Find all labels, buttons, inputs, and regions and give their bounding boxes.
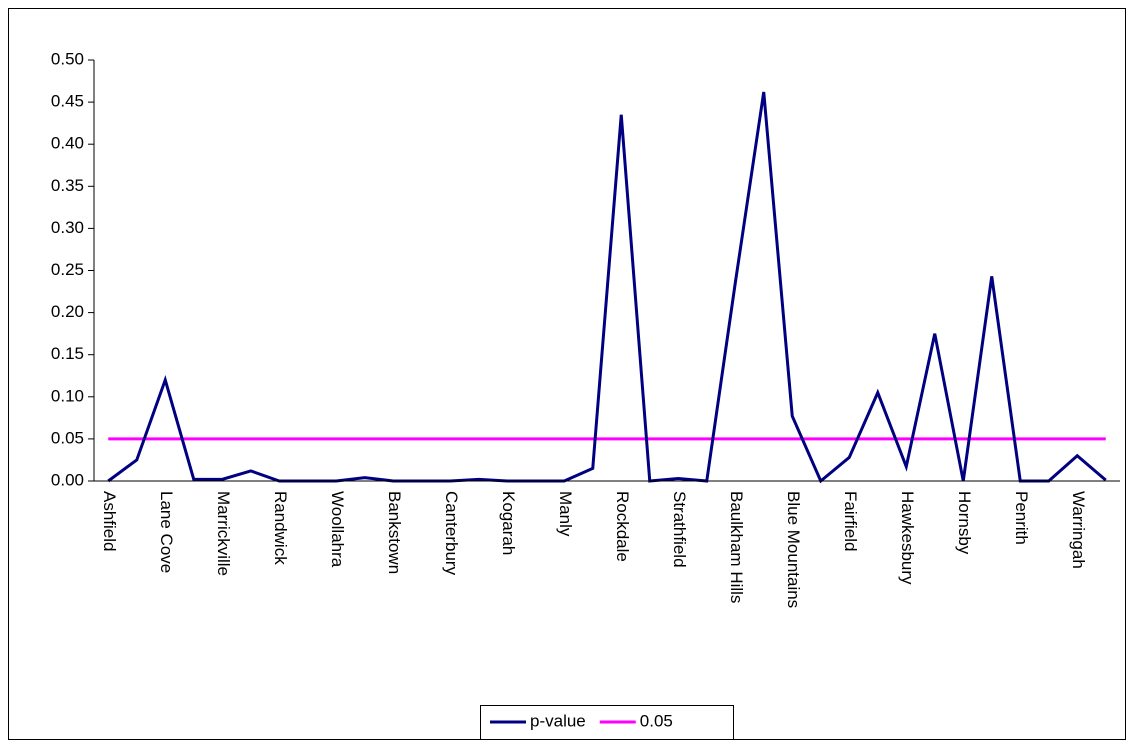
y-tick-label: 0.50 xyxy=(51,49,84,68)
y-tick-label: 0.40 xyxy=(51,134,84,153)
x-tick-label: Baulkham Hills xyxy=(727,491,746,603)
x-tick-label: Fairfield xyxy=(841,491,860,551)
y-tick-label: 0.30 xyxy=(51,218,84,237)
x-tick-label: Ashfield xyxy=(100,491,119,551)
x-tick-label: Rockdale xyxy=(613,491,632,562)
x-tick-label: Warringah xyxy=(1069,491,1088,569)
x-tick-label: Lane Cove xyxy=(157,491,176,573)
x-tick-label: Woollahra xyxy=(328,491,347,568)
y-tick-label: 0.05 xyxy=(51,428,84,447)
y-tick-label: 0.35 xyxy=(51,176,84,195)
x-tick-label: Hawkesbury xyxy=(898,491,917,585)
y-tick-label: 0.20 xyxy=(51,302,84,321)
x-tick-label: Penrith xyxy=(1012,491,1031,545)
x-tick-label: Canterbury xyxy=(442,491,461,576)
y-tick-label: 0.00 xyxy=(51,470,84,489)
x-tick-label: Blue Mountains xyxy=(784,491,803,608)
chart-border xyxy=(8,8,1126,740)
x-tick-label: Bankstown xyxy=(385,491,404,574)
legend-label: p-value xyxy=(530,711,586,730)
x-tick-label: Kogarah xyxy=(499,491,518,555)
x-tick-label: Hornsby xyxy=(955,491,974,555)
x-tick-label: Strathfield xyxy=(670,491,689,568)
x-tick-label: Marrickville xyxy=(214,491,233,576)
y-tick-label: 0.10 xyxy=(51,386,84,405)
y-tick-label: 0.25 xyxy=(51,260,84,279)
y-tick-label: 0.45 xyxy=(51,92,84,111)
y-tick-label: 0.15 xyxy=(51,344,84,363)
legend-label: 0.05 xyxy=(640,711,673,730)
x-tick-label: Randwick xyxy=(271,491,290,565)
data-line xyxy=(107,91,1107,484)
x-tick-label: Manly xyxy=(556,491,575,537)
